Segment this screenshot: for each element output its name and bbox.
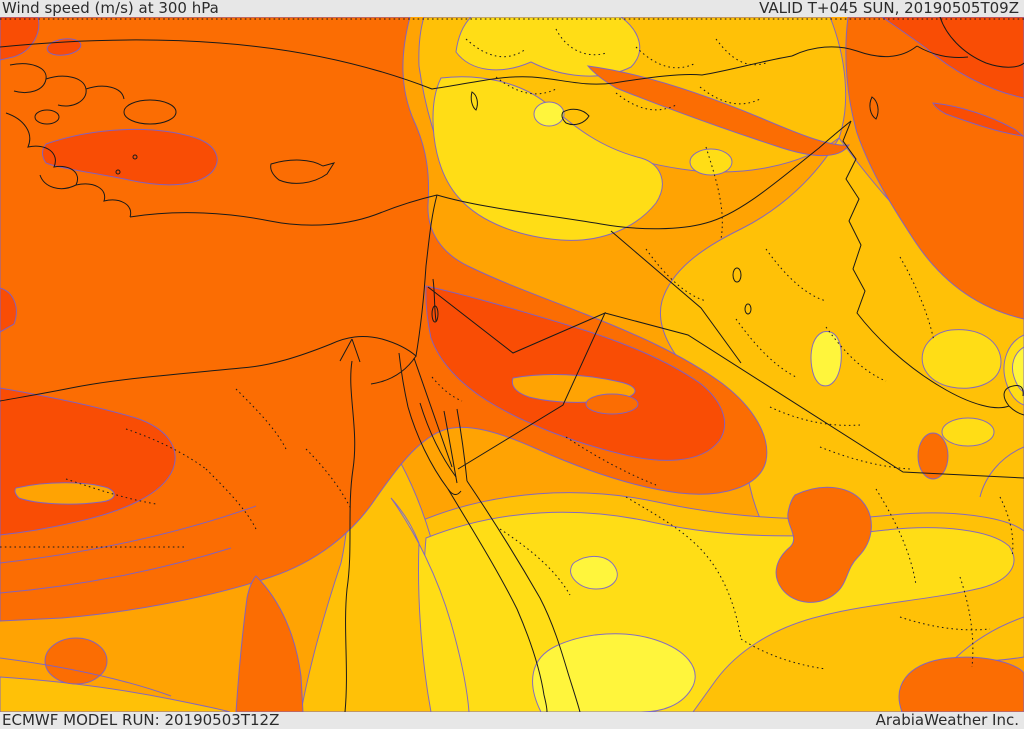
admin-dotted bbox=[465, 28, 767, 69]
map-title: Wind speed (m/s) at 300 hPa bbox=[2, 0, 219, 17]
contour-blob-red-mediterranean bbox=[42, 128, 218, 186]
coast-blacksea bbox=[0, 39, 793, 90]
border-caucasus bbox=[791, 45, 969, 58]
contour-fills-bright bbox=[532, 101, 1024, 712]
lake-tharthar bbox=[732, 267, 742, 283]
border-iran-iraq bbox=[842, 120, 1010, 409]
contour-blob-darkorange-sw bbox=[44, 637, 108, 685]
coastlines bbox=[0, 17, 1024, 712]
coast-turkey-south bbox=[129, 194, 438, 226]
contour-region-kuwait-yellow bbox=[921, 329, 1002, 389]
contour-region-redsea-yellow bbox=[390, 497, 470, 712]
contour-blob-bright-east bbox=[810, 331, 842, 387]
contour-region-bottomleft-amber bbox=[0, 676, 231, 712]
border-iraq-saudi bbox=[604, 312, 1024, 479]
admin-dotted bbox=[65, 388, 287, 505]
coast-levant-egypt bbox=[0, 194, 438, 402]
contour-blob-bright-saudi-big bbox=[532, 633, 696, 712]
contour-region-turkeytop-yellow bbox=[455, 17, 641, 77]
top-title-bar: Wind speed (m/s) at 300 hPa VALID T+045 … bbox=[0, 0, 1024, 17]
contour-blob-bright-van bbox=[533, 101, 565, 127]
contour-blob-yellow-right bbox=[941, 417, 995, 447]
contour-line bbox=[0, 505, 257, 564]
contour-lens-egypt bbox=[14, 482, 115, 505]
gulf-of-aqaba bbox=[443, 408, 468, 484]
lake-van bbox=[561, 108, 590, 126]
wind-map-canvas bbox=[0, 17, 1024, 712]
border-egypt-israel bbox=[413, 357, 453, 468]
contour-blob-darkorange-right bbox=[917, 432, 949, 480]
contour-region-iran-ne bbox=[845, 17, 1024, 320]
admin-dotted bbox=[740, 488, 974, 670]
river-nile-delta bbox=[339, 338, 361, 363]
island-lesbos bbox=[123, 99, 177, 125]
contour-region-red-jordan-band bbox=[425, 285, 726, 461]
lake-tuz bbox=[470, 91, 478, 111]
lake-habbaniyah bbox=[744, 303, 752, 315]
credit-label: ArabiaWeather Inc. bbox=[875, 711, 1019, 729]
suez-canal bbox=[398, 352, 409, 408]
jordan-river-deadsea bbox=[432, 278, 437, 322]
admin-dotted bbox=[205, 376, 463, 530]
island-small bbox=[34, 109, 60, 125]
contour-blob-bright-rightedge bbox=[1011, 346, 1024, 393]
river-nile bbox=[344, 360, 356, 712]
contour-blob-band-inner bbox=[585, 393, 639, 415]
model-run-label: ECMWF MODEL RUN: 20190503T12Z bbox=[2, 711, 280, 729]
contour-inner-lenses bbox=[14, 374, 639, 505]
contour-region-ne-lens bbox=[586, 65, 851, 157]
wind-map bbox=[0, 17, 1024, 712]
coast-aegean bbox=[5, 112, 132, 218]
coast-caspian bbox=[939, 17, 1024, 68]
extra-contour-lines bbox=[0, 446, 1024, 697]
coast-redsea-west bbox=[447, 488, 548, 712]
coast-redsea-east bbox=[466, 480, 581, 712]
valid-time-label: VALID T+045 SUN, 20190505T09Z bbox=[759, 0, 1019, 17]
dead-sea bbox=[431, 305, 439, 323]
country-borders bbox=[413, 45, 1024, 479]
contour-region-se-corner bbox=[898, 656, 1024, 712]
contour-line bbox=[0, 657, 172, 697]
admin-boundaries-dotted bbox=[0, 18, 1024, 670]
island-dot bbox=[132, 154, 138, 160]
contour-region-nile-tongue bbox=[235, 575, 304, 712]
island-dot bbox=[115, 169, 121, 175]
border-syria-iraq bbox=[610, 230, 742, 364]
admin-dotted bbox=[495, 76, 761, 111]
coast-marmara bbox=[9, 63, 125, 107]
border-turkey-syria-iraq bbox=[436, 120, 852, 230]
contour-line bbox=[979, 446, 1024, 498]
kuwait-bay bbox=[1003, 385, 1024, 416]
admin-dotted bbox=[645, 146, 827, 302]
contour-line bbox=[0, 547, 232, 594]
contour-blob-bright-saudi-small bbox=[570, 555, 618, 590]
bottom-info-bar: ECMWF MODEL RUN: 20190503T12Z ArabiaWeat… bbox=[0, 712, 1024, 729]
contour-blob-red-leftedge bbox=[0, 287, 17, 333]
lake-urmia bbox=[869, 96, 879, 120]
island-cyprus bbox=[270, 159, 336, 184]
contour-blob-darkorange-se bbox=[775, 486, 872, 603]
admin-dotted bbox=[819, 446, 1014, 631]
contour-blob-red-ne-streak bbox=[932, 102, 1024, 137]
admin-dotted bbox=[499, 436, 742, 640]
